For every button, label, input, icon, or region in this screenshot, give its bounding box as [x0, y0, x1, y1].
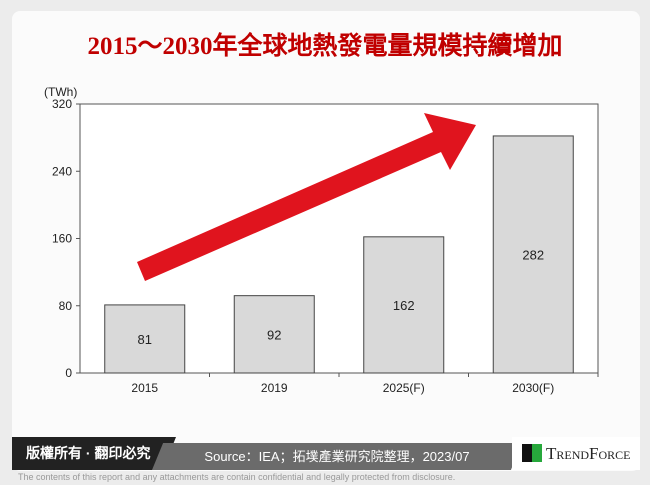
data-label: 282 — [522, 247, 544, 262]
page-title: 2015～2030年全球地熱發電量規模持續增加 — [87, 33, 563, 60]
copyright: 版權所有 · 翻印必究 — [12, 437, 176, 470]
brand-logo: TrendForce — [512, 437, 640, 470]
disclaimer: The contents of this report and any atta… — [18, 472, 456, 482]
y-tick-label: 160 — [52, 232, 72, 246]
x-tick-label: 2015 — [131, 381, 158, 395]
trendforce-logo-icon — [522, 444, 542, 462]
bar — [363, 236, 445, 374]
bar — [104, 304, 186, 374]
x-tick-label: 2025(F) — [383, 381, 425, 395]
bar — [492, 135, 574, 374]
x-tick-label: 2019 — [261, 381, 288, 395]
data-label: 92 — [267, 327, 281, 342]
data-label: 162 — [393, 298, 415, 313]
y-axis-label: (TWh) — [44, 85, 77, 99]
data-label: 81 — [138, 332, 152, 347]
source: Source：IEA；拓墣產業研究院整理，2023/07 — [152, 443, 522, 470]
bar — [233, 295, 315, 374]
y-tick-label: 80 — [59, 299, 73, 313]
trend-arrow-icon — [137, 113, 476, 281]
x-tick-label: 2030(F) — [512, 381, 554, 395]
y-tick-label: 240 — [52, 164, 72, 178]
y-tick-label: 320 — [52, 97, 72, 111]
y-tick-label: 0 — [65, 366, 72, 380]
footer: 版權所有 · 翻印必究 Source：IEA；拓墣產業研究院整理，2023/07… — [12, 437, 640, 470]
